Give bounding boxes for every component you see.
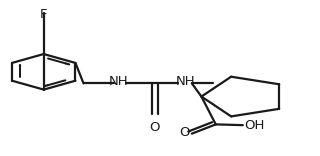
Text: O: O — [180, 126, 190, 139]
Text: NH: NH — [109, 75, 128, 88]
Text: NH: NH — [176, 75, 195, 88]
Text: F: F — [40, 8, 47, 21]
Text: O: O — [150, 121, 160, 134]
Text: OH: OH — [244, 119, 265, 132]
